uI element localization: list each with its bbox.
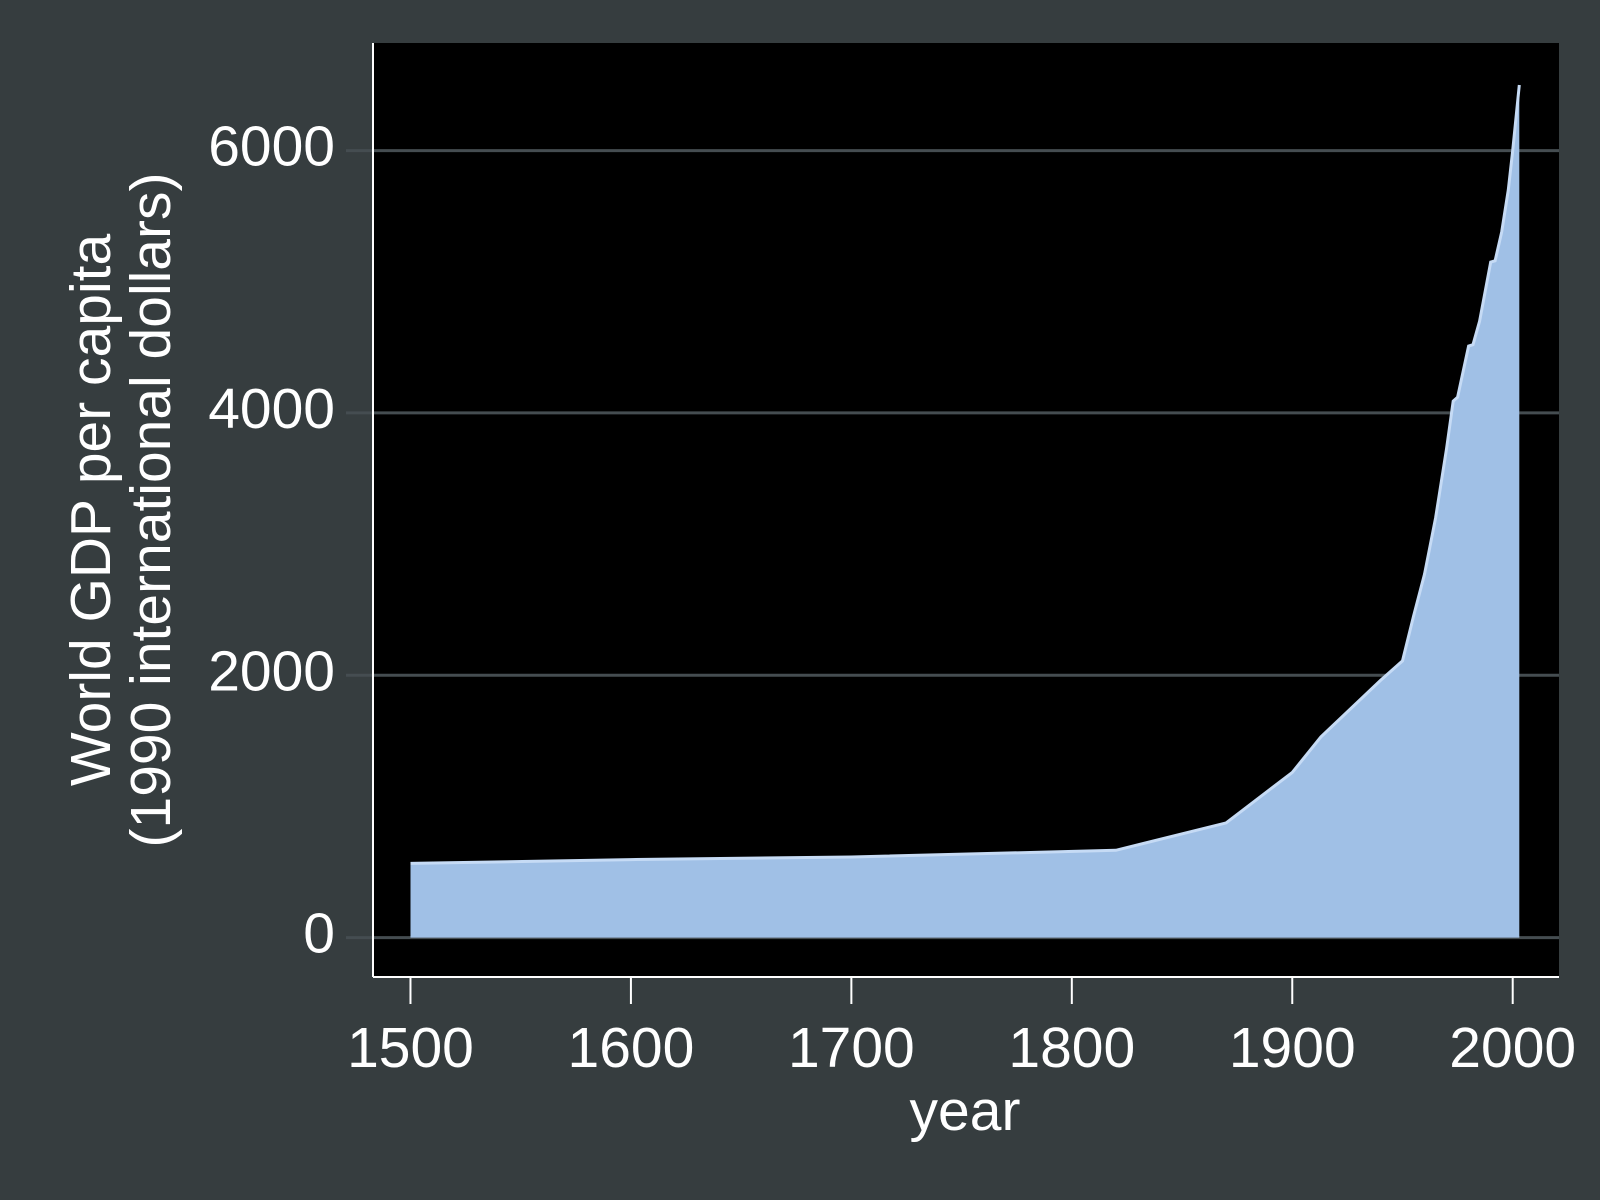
area-line bbox=[410, 84, 1521, 865]
y-tick-label: 4000 bbox=[208, 377, 335, 441]
x-axis-label: year bbox=[910, 1079, 1021, 1143]
x-tick-label: 1800 bbox=[1008, 1016, 1135, 1080]
y-tick-label: 2000 bbox=[208, 639, 335, 703]
x-tick-label: 1600 bbox=[568, 1016, 695, 1080]
x-tick-label: 1500 bbox=[347, 1016, 474, 1080]
y-axis-label: World GDP per capita bbox=[59, 234, 123, 787]
x-tick-label: 2000 bbox=[1449, 1016, 1576, 1080]
y-tick-label: 6000 bbox=[208, 115, 335, 179]
x-tick-label: 1900 bbox=[1229, 1016, 1356, 1080]
y-tick-label: 0 bbox=[303, 902, 335, 966]
area bbox=[410, 85, 1520, 938]
x-tick-label: 1700 bbox=[788, 1016, 915, 1080]
y-axis-label: (1990 international dollars) bbox=[119, 173, 183, 848]
